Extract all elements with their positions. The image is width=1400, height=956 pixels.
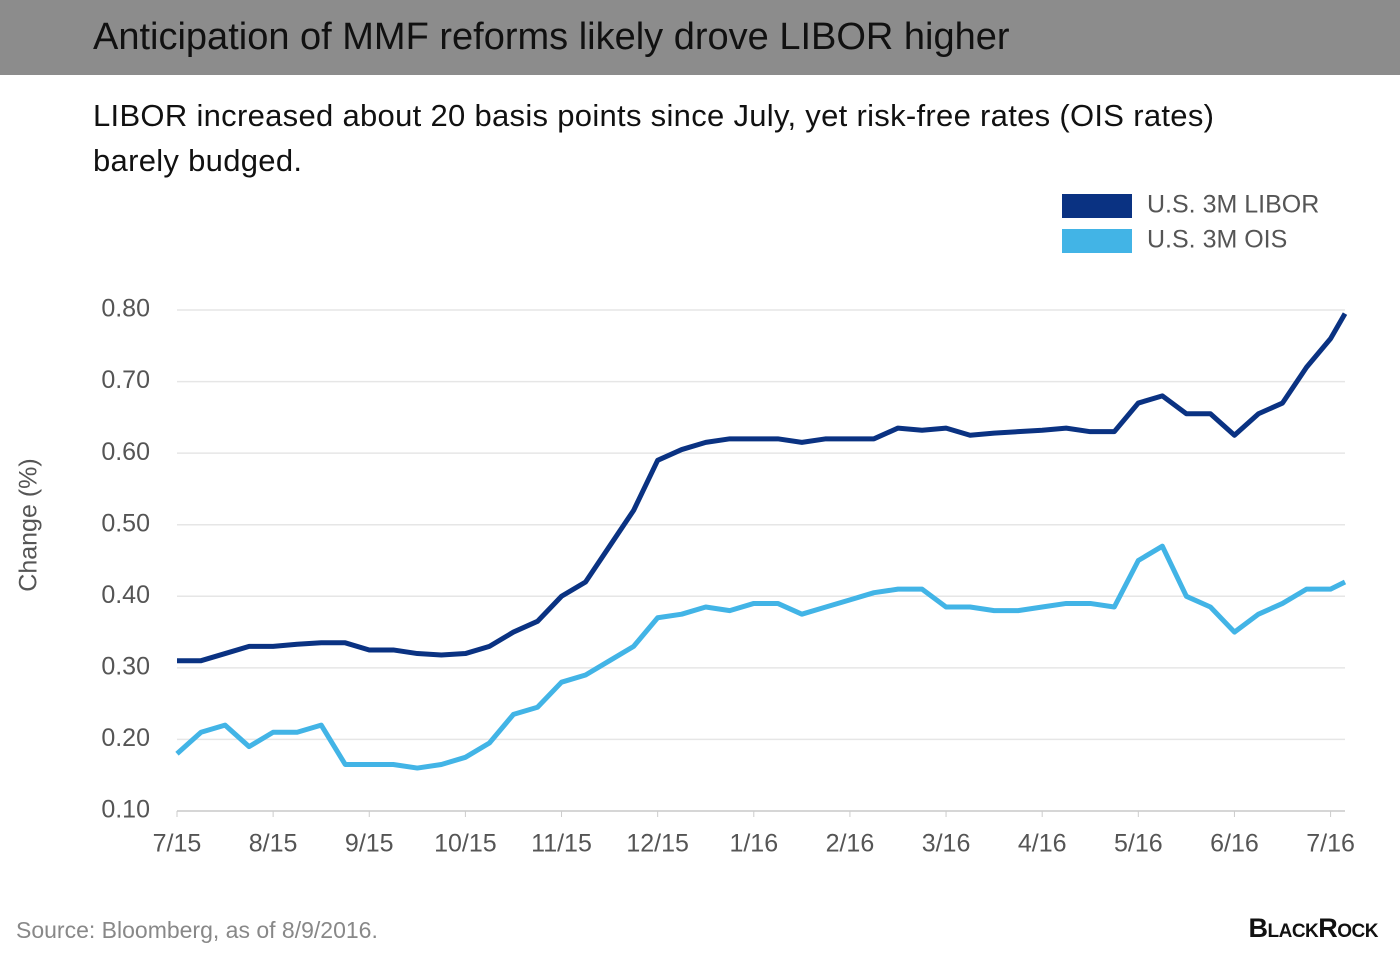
x-tick-label: 10/15 [434, 830, 497, 858]
legend-swatch [1062, 194, 1132, 218]
x-tick-label: 11/15 [531, 830, 592, 858]
x-tick-label: 1/16 [729, 830, 778, 858]
legend-swatch [1062, 229, 1132, 253]
y-tick-label: 0.20 [101, 724, 150, 752]
y-tick-label: 0.70 [101, 366, 150, 394]
x-tick-label: 5/16 [1114, 830, 1163, 858]
x-tick-label: 4/16 [1018, 830, 1067, 858]
x-tick-label: 8/15 [249, 830, 298, 858]
x-tick-label: 3/16 [922, 830, 971, 858]
source-note: Source: Bloomberg, as of 8/9/2016. [16, 917, 378, 943]
x-tick-label: 2/16 [826, 830, 875, 858]
legend-label: U.S. 3M LIBOR [1147, 191, 1319, 219]
y-tick-label: 0.40 [101, 581, 150, 609]
chart-title: Anticipation of MMF reforms likely drove… [93, 16, 1010, 58]
header-band [0, 0, 1400, 75]
y-tick-label: 0.80 [101, 295, 150, 323]
brand-logo: BlackRock [1248, 913, 1379, 943]
y-tick-label: 0.60 [101, 438, 150, 466]
chart-subtitle: LIBOR increased about 20 basis points si… [93, 98, 1215, 178]
series-line [175, 543, 1347, 771]
x-tick-label: 6/16 [1210, 830, 1259, 858]
x-tick-label: 7/15 [153, 830, 202, 858]
legend-label: U.S. 3M OIS [1147, 226, 1287, 254]
y-tick-label: 0.10 [101, 796, 150, 824]
x-tick-label: 7/16 [1306, 830, 1355, 858]
y-tick-label: 0.30 [101, 652, 150, 680]
y-axis-label: Change (%) [15, 458, 43, 591]
series-line [177, 312, 1348, 664]
y-tick-label: 0.50 [101, 509, 150, 537]
x-tick-label: 9/15 [345, 830, 394, 858]
x-tick-label: 12/15 [626, 830, 689, 858]
